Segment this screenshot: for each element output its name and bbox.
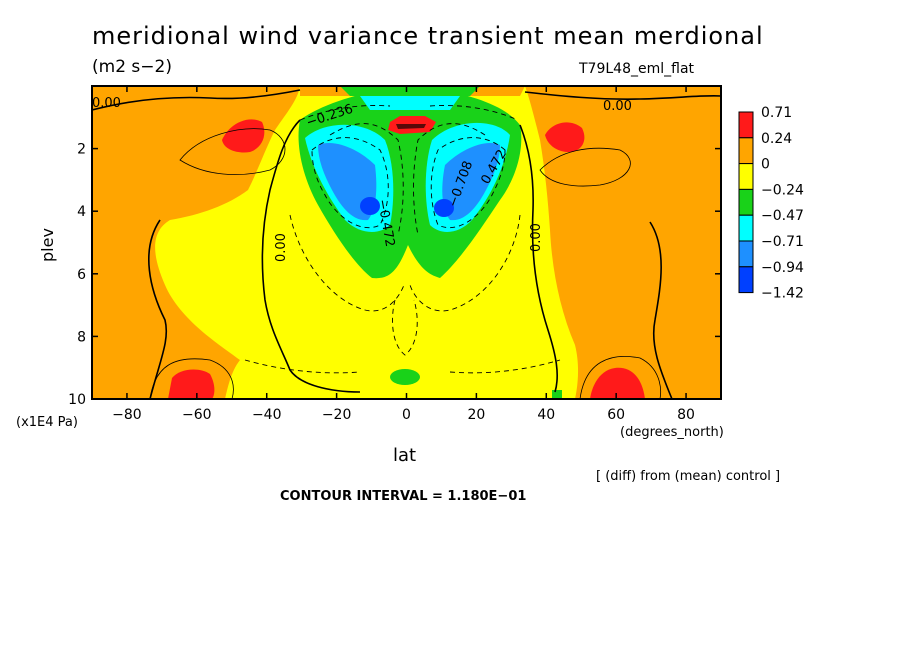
diff-note: [ (diff) from (mean) control ] (596, 469, 781, 484)
contour-label: 0.00 (274, 233, 289, 262)
x-tick-label: −20 (322, 407, 352, 423)
blue-region-north (442, 142, 500, 221)
x-tick-label: −40 (252, 407, 282, 423)
colorbar-label: −0.94 (761, 260, 804, 276)
colorbar-label: −0.71 (761, 234, 804, 250)
y-tick-label: 4 (77, 204, 86, 220)
minimum-south (360, 197, 380, 215)
green-strip-top (340, 86, 480, 96)
y-tick-label: 2 (77, 142, 86, 158)
contour-label: 0.00 (603, 99, 632, 114)
red-lower-south (168, 369, 215, 399)
units-label: (m2 s−2) (92, 57, 172, 77)
red-lower-north (590, 367, 645, 399)
x-units-label: (degrees_north) (620, 425, 724, 440)
colorbar-label: 0.71 (761, 105, 792, 121)
green-patch-north (552, 390, 562, 399)
x-axis-label: lat (393, 445, 417, 466)
x-tick-label: −60 (182, 407, 212, 423)
x-tick-label: 60 (607, 407, 625, 423)
colorbar-swatch (738, 214, 754, 242)
contour-interval: CONTOUR INTERVAL = 1.180E−01 (280, 489, 527, 504)
colorbar-label: 0.24 (761, 131, 792, 147)
green-blob-surface (390, 369, 420, 385)
orange-region-south (92, 86, 300, 399)
colorbar-label: −0.47 (761, 208, 804, 224)
colorbar-label: 0 (761, 157, 770, 173)
red-upper-north (545, 122, 585, 153)
colorbar-swatch (738, 266, 754, 294)
contour-label: 0.00 (529, 223, 544, 252)
minimum-north (434, 199, 454, 217)
y-tick-label: 10 (68, 392, 86, 408)
colorbar-swatch (738, 188, 754, 216)
colorbar-swatch (738, 137, 754, 165)
colorbar-swatch (738, 163, 754, 190)
colorbar-label: −0.24 (761, 182, 804, 198)
red-upper-south (222, 119, 265, 153)
blue-region-south (318, 142, 377, 221)
orange-region-north (525, 86, 721, 399)
x-tick-label: 40 (537, 407, 555, 423)
red-center-core (396, 124, 426, 129)
x-tick-label: 0 (402, 407, 411, 423)
cyan-strip-top (360, 96, 460, 110)
run-label: T79L48_eml_flat (579, 61, 695, 77)
colorbar-label: −1.42 (761, 286, 804, 302)
x-tick-label: 80 (677, 407, 695, 423)
y-tick-label: 8 (77, 329, 86, 345)
x-tick-label: −80 (112, 407, 142, 423)
chart-title: meridional wind variance transient mean … (92, 22, 764, 50)
y-scale-note: (x1E4 Pa) (16, 415, 78, 430)
x-tick-label: 20 (467, 407, 485, 423)
contour-label: 0.00 (92, 96, 121, 111)
y-tick-label: 6 (77, 267, 86, 283)
colorbar-swatch (738, 111, 754, 139)
colorbar-swatch (738, 240, 754, 268)
